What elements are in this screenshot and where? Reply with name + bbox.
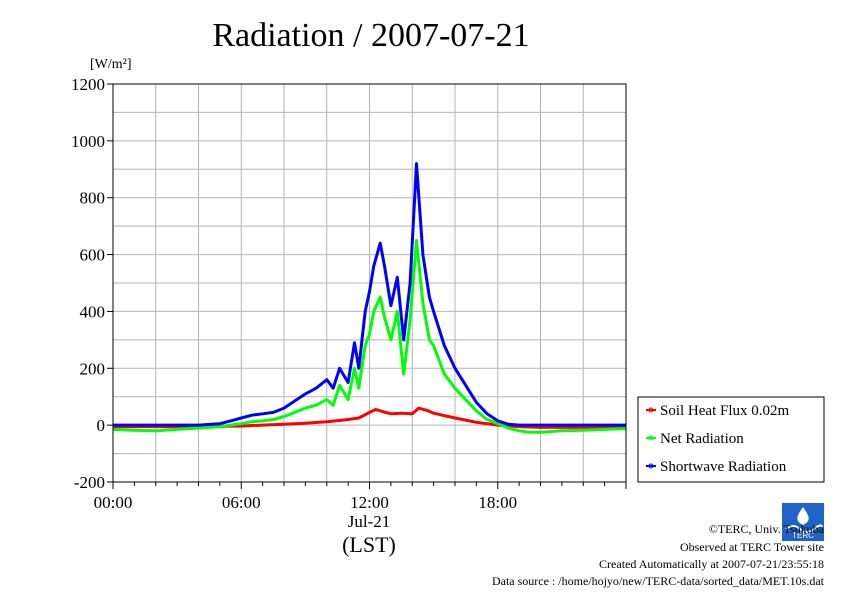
y-tick-label: 1200 [71,75,105,94]
x-axis-ticks: 00:00 06:00 12:00 18:00 [94,482,627,512]
x-tick-label: 00:00 [94,493,133,512]
x-tick-label: 18:00 [478,493,517,512]
footer-source: Data source : /home/hojyo/new/TERC-data/… [491,574,824,588]
y-tick-label: 0 [97,416,106,435]
legend-label: Net Radiation [660,431,744,447]
legend-label: Shortwave Radiation [660,459,787,475]
y-tick-label: -200 [74,473,105,492]
svg-text:TERC: TERC [792,531,814,540]
grid-lines [113,84,626,482]
legend-marker [648,435,654,441]
series-line [113,406,627,429]
x-tick-label: 12:00 [350,493,389,512]
y-tick-label: 400 [80,302,106,321]
x-tick-label: 06:00 [222,493,261,512]
series-line [112,238,627,434]
legend-label: Soil Heat Flux 0.02m [660,403,790,419]
chart-title: Radiation / 2007-07-21 [212,17,529,54]
series-line [113,162,626,427]
y-axis-unit: [W/m²] [90,57,132,72]
y-tick-label: 200 [80,359,106,378]
legend-marker [648,407,654,413]
y-axis-ticks: 1200 1000 800 600 400 200 0 -200 [71,75,113,492]
x-axis-label: (LST) [342,532,396,557]
footer-created: Created Automatically at 2007-07-21/23:5… [599,557,824,571]
plot-series [112,162,627,434]
y-tick-label: 1000 [71,132,105,151]
legend-marker [648,463,654,469]
y-tick-label: 800 [80,189,106,208]
terc-logo-icon: TERC [782,503,824,541]
legend: Soil Heat Flux 0.02m Net Radiation Shortwa… [637,396,825,483]
footer-copyright: ©TERC, Univ. Tsukuba [708,522,824,536]
footer-observed: Observed at TERC Tower site [679,540,824,554]
y-tick-label: 600 [80,246,106,265]
legend-box [637,396,825,483]
x-axis-date-label: Jul-21 [348,512,391,531]
